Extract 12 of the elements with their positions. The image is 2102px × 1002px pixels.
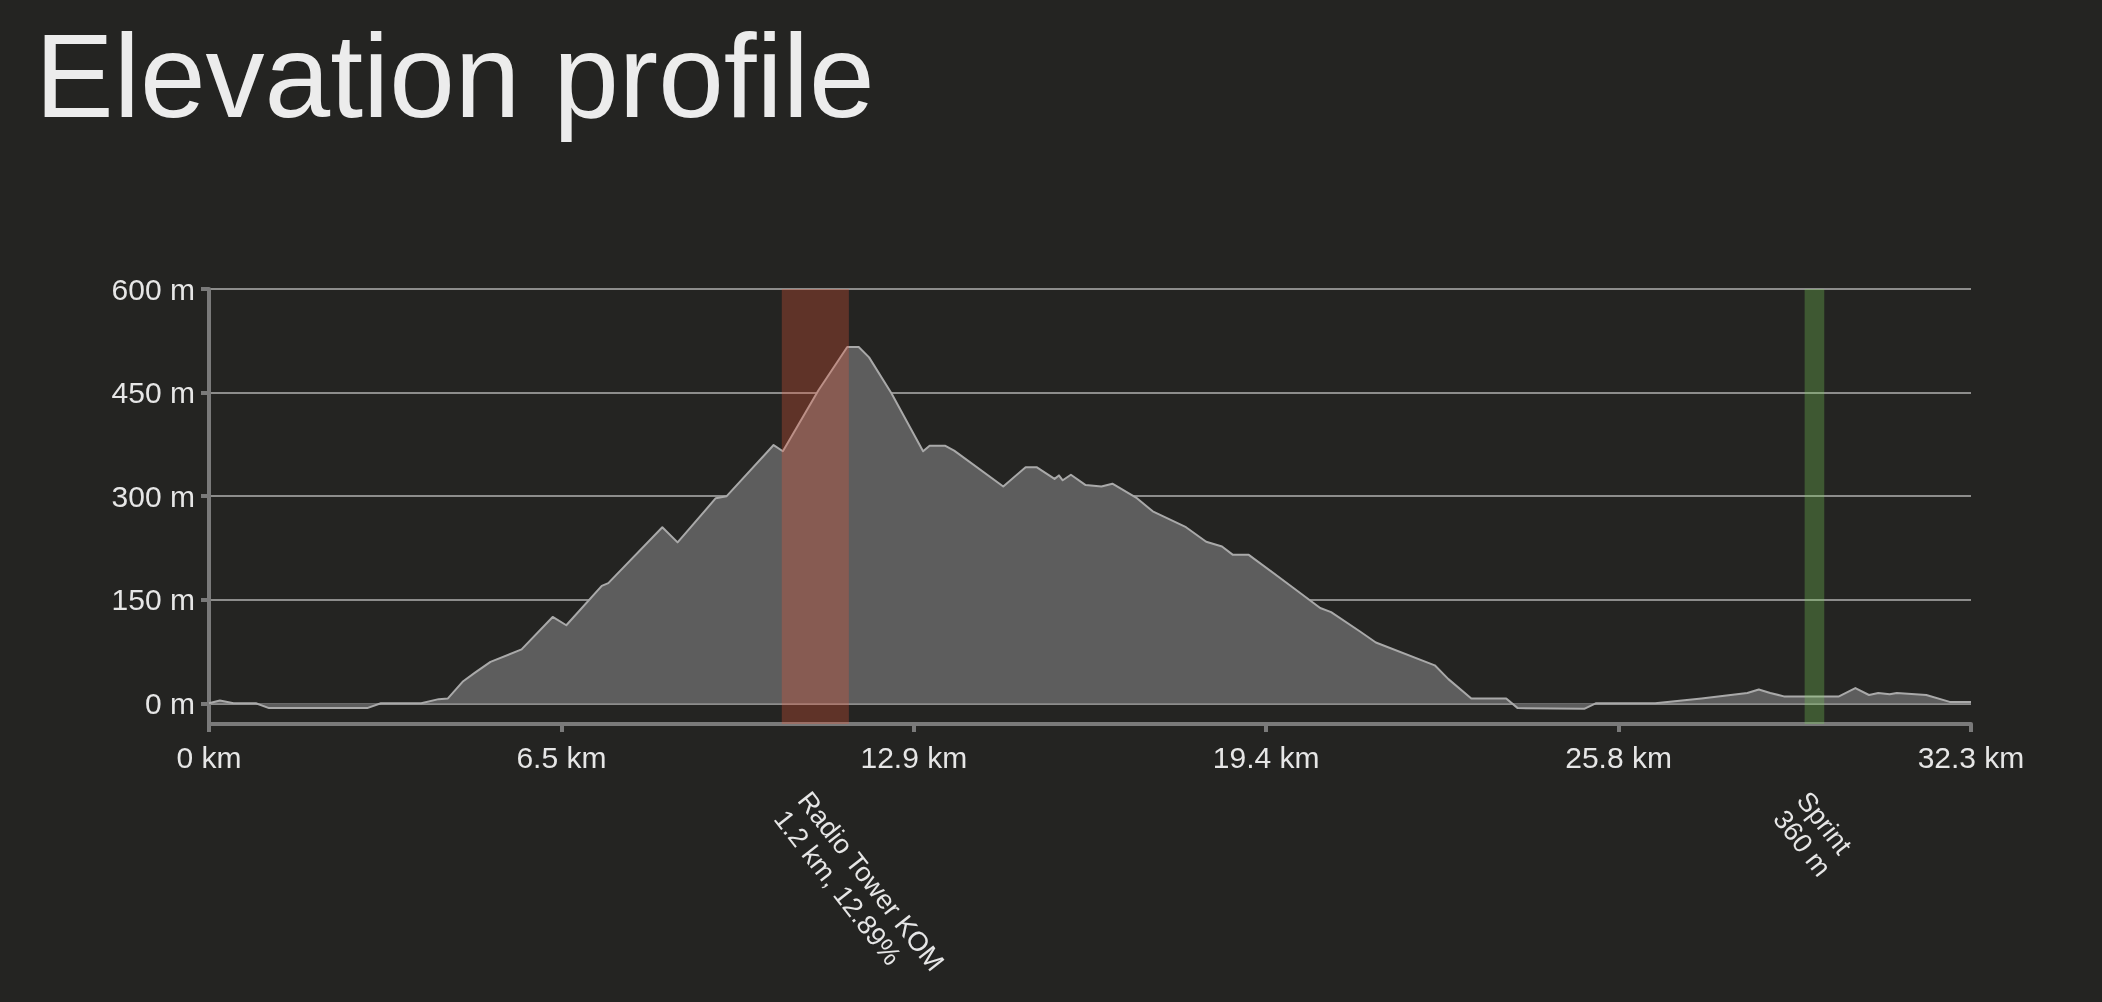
y-tick-label: 450 m (111, 376, 195, 410)
x-tick-label: 32.3 km (1917, 740, 2025, 774)
y-tick-label: 300 m (111, 479, 195, 513)
y-tick-label: 150 m (111, 583, 195, 617)
x-tick-label: 25.8 km (1565, 740, 1672, 774)
x-tick-label: 6.5 km (516, 740, 607, 774)
y-tick-label: 0 m (144, 686, 195, 720)
y-tick-label: 600 m (111, 272, 195, 306)
x-tick-label: 0 km (176, 740, 242, 774)
x-tick-label: 12.9 km (860, 740, 968, 774)
chart-title: Elevation profile (35, 10, 875, 142)
x-tick-label: 19.4 km (1212, 740, 1320, 774)
